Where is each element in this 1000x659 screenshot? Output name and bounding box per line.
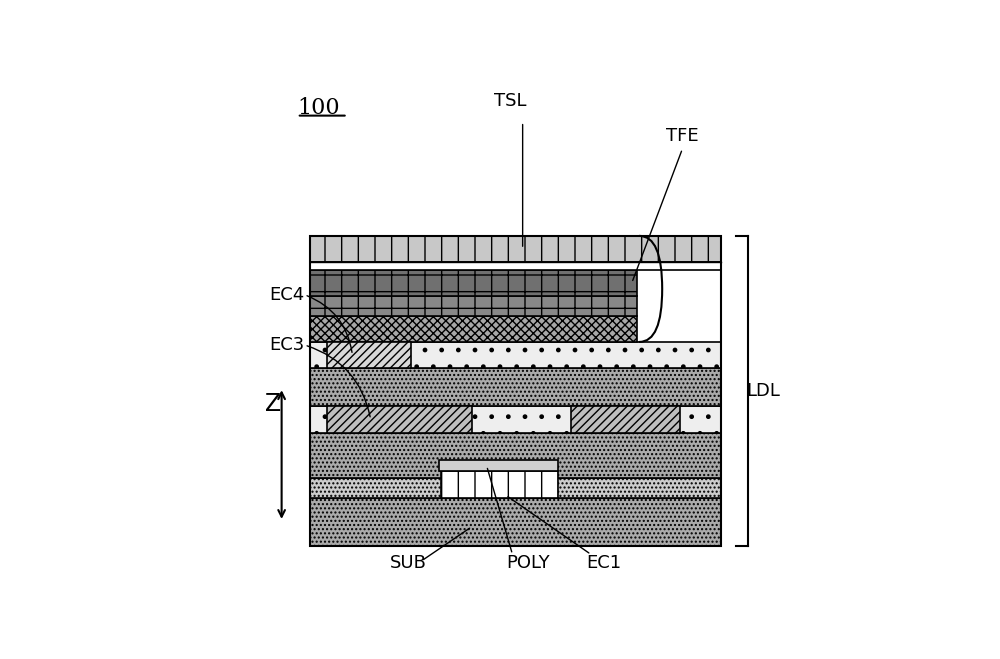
- Bar: [310, 407, 721, 433]
- Bar: [310, 236, 721, 262]
- Text: Z: Z: [265, 392, 281, 416]
- Bar: [310, 297, 637, 316]
- Bar: [327, 407, 472, 433]
- Text: LDL: LDL: [747, 382, 781, 400]
- Text: EC1: EC1: [586, 554, 621, 572]
- Bar: [310, 262, 721, 270]
- Text: TFE: TFE: [666, 127, 699, 145]
- FancyArrowPatch shape: [639, 236, 662, 342]
- Bar: [310, 316, 637, 342]
- Text: SUB: SUB: [390, 554, 427, 572]
- Bar: [310, 368, 721, 407]
- Text: EC4: EC4: [269, 286, 304, 304]
- Text: 100: 100: [297, 97, 339, 119]
- Bar: [310, 262, 721, 270]
- Bar: [310, 236, 721, 546]
- Bar: [310, 270, 637, 297]
- Bar: [441, 471, 558, 498]
- Bar: [571, 407, 680, 433]
- Bar: [310, 478, 721, 498]
- Bar: [310, 342, 721, 368]
- Bar: [310, 433, 721, 478]
- Bar: [439, 460, 558, 471]
- Text: TSL: TSL: [494, 92, 526, 110]
- Bar: [310, 498, 721, 546]
- Text: EC3: EC3: [269, 336, 304, 354]
- Bar: [327, 342, 411, 368]
- Text: POLY: POLY: [506, 554, 550, 572]
